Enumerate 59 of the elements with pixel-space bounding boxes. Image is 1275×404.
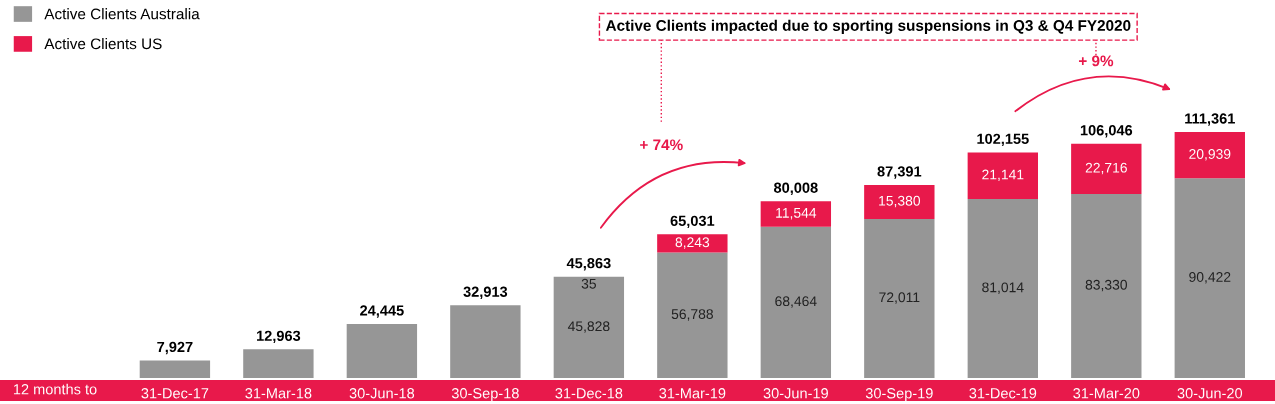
annotation: + 74% xyxy=(640,139,683,151)
bar xyxy=(139,360,211,378)
x-tick-label: 31-Dec-18 xyxy=(555,388,623,399)
total-label: 45,863 xyxy=(566,257,611,271)
x-tick-label: 31-Mar-19 xyxy=(659,388,726,399)
bar xyxy=(657,234,728,253)
total-label: 24,445 xyxy=(360,305,404,318)
legend-label: Active Clients US xyxy=(44,38,162,50)
bar xyxy=(657,252,728,378)
bar xyxy=(760,201,832,227)
data-label: 68,464 xyxy=(775,296,817,308)
total-label: 87,391 xyxy=(877,166,922,179)
data-label: 15,380 xyxy=(879,195,921,208)
x-tick-label: 31-Mar-20 xyxy=(1073,388,1140,399)
data-label: 45,828 xyxy=(567,321,610,333)
bar xyxy=(1071,143,1142,194)
x-tick-label: 30-Sep-19 xyxy=(865,388,933,402)
data-label: 72,011 xyxy=(879,292,920,304)
data-label: 22,716 xyxy=(1085,162,1127,175)
total-label: 32,913 xyxy=(463,286,508,300)
total-label: 106,046 xyxy=(1080,125,1133,138)
bar xyxy=(450,305,521,378)
x-tick-label: 31-Dec-17 xyxy=(141,388,209,399)
bar xyxy=(967,152,1039,200)
data-label: 20,939 xyxy=(1189,149,1231,161)
x-tick-label: 30-Jun-18 xyxy=(349,388,415,399)
bar xyxy=(760,226,832,378)
bar xyxy=(553,276,625,378)
data-label: 8,243 xyxy=(675,237,710,249)
text: Active Clients impacted due to sporting suspensions in Q3 & Q4 FY2020 xyxy=(605,19,1131,34)
bar xyxy=(1071,193,1142,378)
bar xyxy=(864,218,935,378)
bar xyxy=(243,349,314,378)
data-label: 56,788 xyxy=(671,309,713,321)
legend-label: Active Clients Australia xyxy=(44,8,200,20)
total-label: 12,963 xyxy=(257,330,301,344)
text: + 9% xyxy=(1078,55,1114,67)
bar xyxy=(346,324,418,378)
x-tick-label: 31-Dec-19 xyxy=(969,388,1037,399)
data-label: 81,014 xyxy=(982,282,1024,294)
data-label: 90,422 xyxy=(1189,272,1231,284)
x-axis-title: 12 months to xyxy=(13,383,97,395)
total-label: 65,031 xyxy=(670,215,715,229)
data-label: 21,141 xyxy=(982,169,1024,182)
data-label: 11,544 xyxy=(776,208,817,220)
total-label: 111,361 xyxy=(1185,113,1235,126)
x-tick-label: 30-Jun-20 xyxy=(1177,388,1243,399)
total-label: 7,927 xyxy=(157,341,193,355)
data-label: 83,330 xyxy=(1085,279,1128,292)
bar xyxy=(1174,178,1245,378)
x-tick-label: 31-Mar-18 xyxy=(245,388,312,399)
x-tick-label: 30-Sep-18 xyxy=(451,388,519,402)
total-label: 102,155 xyxy=(977,133,1029,147)
total-label: 80,008 xyxy=(774,182,818,196)
bar xyxy=(864,184,935,219)
bar xyxy=(967,199,1039,378)
data-label: 35 xyxy=(581,278,596,289)
bar xyxy=(1174,132,1245,179)
x-tick-label: 30-Jun-19 xyxy=(763,388,828,399)
